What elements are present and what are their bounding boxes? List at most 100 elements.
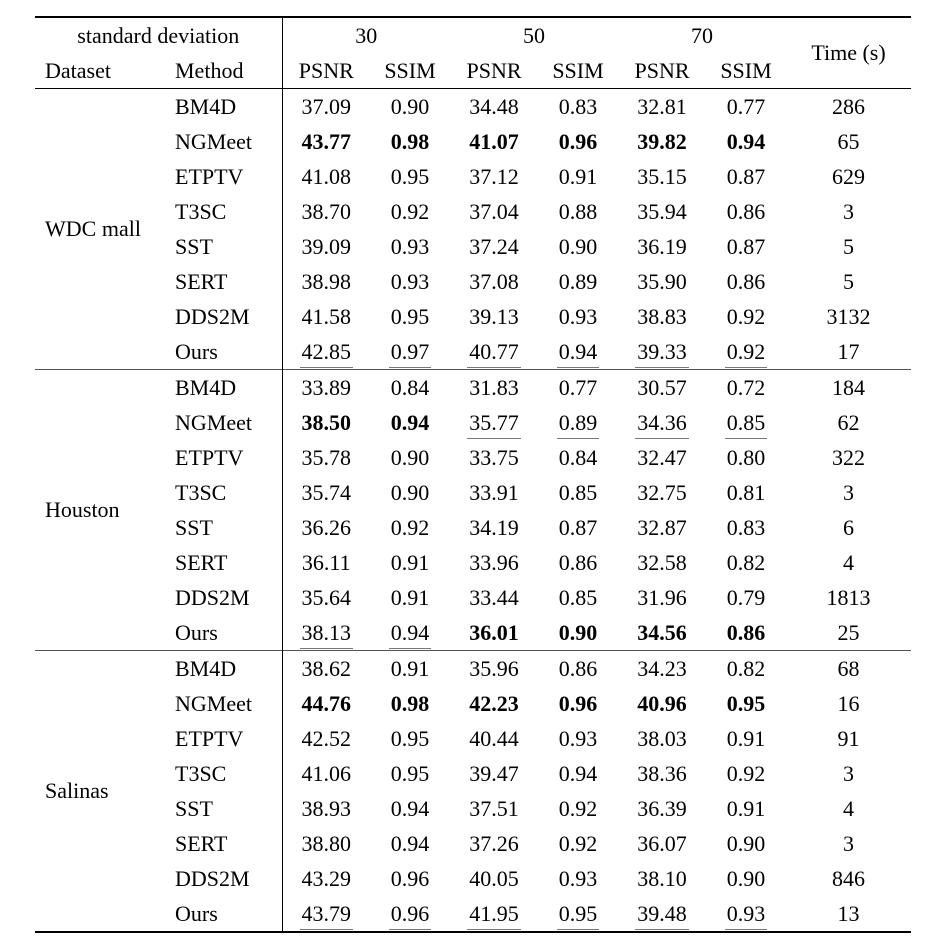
metric-value-cell: 0.94 <box>538 334 618 370</box>
method-cell: DDS2M <box>175 584 250 610</box>
table-row: DDS2M 41.58 0.95 39.13 0.93 38.83 0.92 3132 <box>35 299 911 334</box>
metric-value-cell: 37.09 <box>281 88 370 124</box>
metric-value-cell: 38.10 <box>637 865 687 891</box>
metric-value-cell: 38.98 <box>281 264 370 299</box>
results-table-body: WDC mall BM4D 37.09 0.90 34.48 0.83 32.81 0.77 2… <box>35 88 911 932</box>
metric-value-cell: 34.19 <box>469 514 519 540</box>
metric-value-cell: 0.90 <box>726 865 766 891</box>
metric-value-cell: 0.92 <box>390 514 430 540</box>
header-row-groups: standard deviation 30 50 70 Time (s) <box>35 17 911 89</box>
table-row: SERT 38.80 0.94 37.26 0.92 36.07 0.90 3 <box>35 826 911 861</box>
table-row: NGMeet 44.76 0.98 42.23 0.96 40.96 0.95 16 <box>35 686 911 721</box>
metric-value-cell: 0.95 <box>726 690 766 716</box>
metric-value-cell: 0.72 <box>706 369 786 405</box>
metric-value-cell: 35.77 <box>450 405 538 440</box>
noise-level-70-header: 70 <box>691 22 713 48</box>
metric-value-cell: 0.82 <box>706 650 786 686</box>
time-cell: 184 <box>786 369 911 405</box>
metric-value-cell: 37.04 <box>469 198 519 224</box>
time-cell: 4 <box>843 549 854 575</box>
metric-value-cell: 0.93 <box>558 303 598 329</box>
time-cell: 65 <box>837 128 860 154</box>
metric-value-cell: 0.90 <box>370 88 450 124</box>
time-cell: 3 <box>843 479 854 505</box>
metric-value-cell: 37.12 <box>469 163 519 189</box>
method-cell: NGMeet <box>175 690 252 716</box>
metric-value-cell: 0.83 <box>726 514 766 540</box>
metric-value-cell: 36.19 <box>637 233 687 259</box>
time-cell: 629 <box>832 163 865 189</box>
dataset-header: Dataset <box>35 53 175 89</box>
metric-value-cell: 0.90 <box>558 619 598 645</box>
metric-value-cell: 35.90 <box>637 268 687 294</box>
metric-value-cell: 0.86 <box>726 198 766 224</box>
method-cell: DDS2M <box>175 865 250 891</box>
metric-value-cell: 0.93 <box>706 896 786 932</box>
metric-value-cell: 0.92 <box>558 795 598 821</box>
metric-value-cell: 0.94 <box>390 795 430 821</box>
metric-value-cell: 0.95 <box>390 303 430 329</box>
metric-value-cell: 0.92 <box>390 198 430 224</box>
metric-value-cell: 0.92 <box>558 830 598 856</box>
method-cell: SST <box>175 514 213 540</box>
metric-value-cell: 37.51 <box>469 795 519 821</box>
second-best-underline: 43.79 <box>299 901 353 930</box>
metric-value-cell: 38.50 <box>281 405 370 440</box>
metric-value-cell: 32.47 <box>637 444 687 470</box>
metric-value-cell: 0.98 <box>390 690 430 716</box>
metric-value-cell: 41.08 <box>281 159 370 194</box>
metric-value-cell: 0.96 <box>390 865 430 891</box>
second-best-underline: 0.89 <box>556 410 600 439</box>
metric-value-cell: 33.75 <box>469 444 519 470</box>
psnr-70-header: PSNR <box>618 53 706 89</box>
metric-value-cell: 34.23 <box>618 650 706 686</box>
metric-value-cell: 43.29 <box>281 861 370 896</box>
metric-value-cell: 0.96 <box>370 896 450 932</box>
method-cell: BM4D <box>175 88 282 124</box>
metric-value-cell: 0.86 <box>558 549 598 575</box>
table-row: Houston BM4D 33.89 0.84 31.83 0.77 30.57 0.72 18… <box>35 369 911 651</box>
metric-value-cell: 0.89 <box>538 405 618 440</box>
metric-value-cell: 39.33 <box>618 334 706 370</box>
method-cell: T3SC <box>175 479 227 505</box>
metric-value-cell: 33.96 <box>469 549 519 575</box>
metric-value-cell: 0.95 <box>390 760 430 786</box>
metric-value-cell: 31.83 <box>450 369 538 405</box>
second-best-underline: 0.94 <box>556 339 600 368</box>
metric-value-cell: 0.87 <box>558 514 598 540</box>
metric-value-cell: 0.95 <box>390 163 430 189</box>
second-best-underline: 39.48 <box>635 901 689 930</box>
metric-value-cell: 0.90 <box>390 444 430 470</box>
metric-value-cell: 42.52 <box>281 721 370 756</box>
standard-deviation-header: standard deviation <box>77 22 240 48</box>
metric-value-cell: 0.89 <box>558 268 598 294</box>
psnr-50-header: PSNR <box>450 53 538 89</box>
metric-value-cell: 37.24 <box>469 233 519 259</box>
table-row: NGMeet 43.77 0.98 41.07 0.96 39.82 0.94 65 <box>35 124 911 159</box>
method-cell: SERT <box>175 268 228 294</box>
second-best-underline: 35.77 <box>467 410 521 439</box>
method-cell: Ours <box>175 619 218 645</box>
metric-value-cell: 42.23 <box>469 690 519 716</box>
metric-value-cell: 38.13 <box>281 615 370 651</box>
metric-value-cell: 38.36 <box>637 760 687 786</box>
method-header: Method <box>175 53 282 89</box>
metric-value-cell: 0.85 <box>558 479 598 505</box>
metric-value-cell: 0.87 <box>726 163 766 189</box>
metric-value-cell: 0.91 <box>558 163 598 189</box>
metric-value-cell: 0.95 <box>538 896 618 932</box>
second-best-underline: 0.92 <box>724 339 768 368</box>
metric-value-cell: 38.62 <box>281 650 370 686</box>
metric-value-cell: 0.90 <box>726 830 766 856</box>
metric-value-cell: 38.80 <box>281 826 370 861</box>
time-cell: 6 <box>843 514 854 540</box>
metric-value-cell: 35.94 <box>637 198 687 224</box>
table-row: NGMeet 38.50 0.94 35.77 0.89 34.36 0.85 62 <box>35 405 911 440</box>
metric-value-cell: 0.92 <box>726 303 766 329</box>
metric-value-cell: 0.91 <box>726 795 766 821</box>
table-row: ETPTV 42.52 0.95 40.44 0.93 38.03 0.91 91 <box>35 721 911 756</box>
metric-value-cell: 37.26 <box>469 830 519 856</box>
metric-value-cell: 41.06 <box>281 756 370 791</box>
metric-value-cell: 0.96 <box>558 690 598 716</box>
metric-value-cell: 0.93 <box>558 725 598 751</box>
